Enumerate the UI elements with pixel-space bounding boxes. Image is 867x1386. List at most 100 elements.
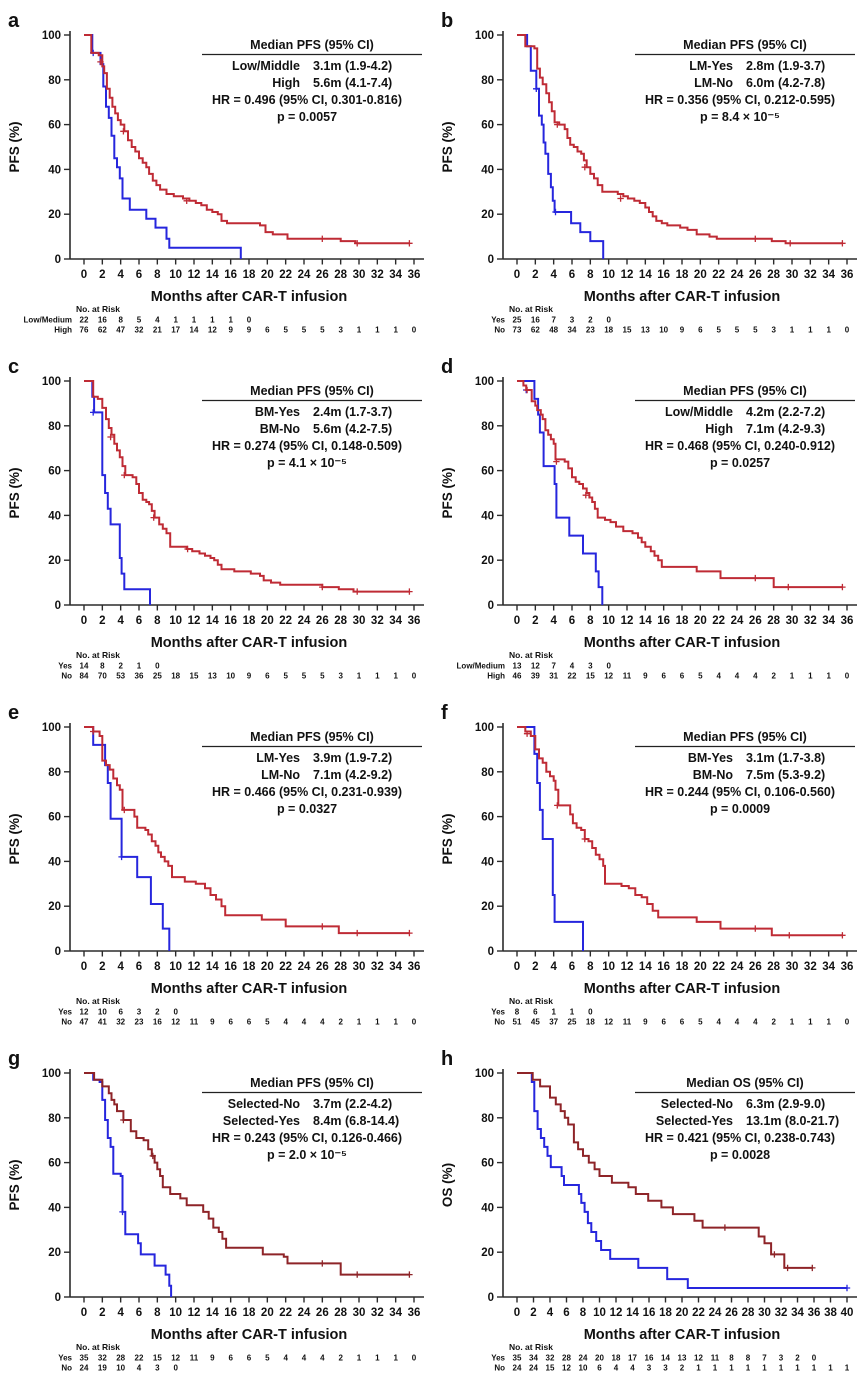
p-value-text: p = 0.0057 — [277, 110, 337, 124]
censor-mark — [90, 409, 97, 416]
x-axis-title: Months after CAR-T infusion — [584, 981, 781, 997]
x-tick-label: 20 — [261, 961, 274, 973]
risk-count: 8 — [746, 1354, 751, 1363]
risk-count: 23 — [135, 1018, 144, 1027]
x-tick-label: 16 — [224, 1307, 237, 1319]
censor-mark — [406, 588, 413, 595]
km-curve-lm-yes — [84, 726, 171, 951]
x-tick-label: 28 — [767, 615, 780, 627]
p-value-text: p = 0.0028 — [710, 1148, 770, 1162]
x-tick-label: 0 — [81, 961, 87, 973]
risk-count: 0 — [845, 1018, 850, 1027]
x-tick-label: 6 — [136, 615, 142, 627]
x-tick-label: 20 — [261, 269, 274, 281]
x-tick-label: 12 — [188, 615, 201, 627]
y-tick-label: 0 — [55, 600, 61, 612]
risk-row-label: No — [494, 1364, 505, 1373]
x-tick-label: 22 — [712, 961, 725, 973]
legend-group-name: LM-No — [261, 768, 300, 782]
panel-letter: f — [441, 702, 448, 724]
x-tick-label: 4 — [550, 269, 557, 281]
y-tick-label: 20 — [481, 555, 494, 567]
censor-mark — [90, 728, 97, 735]
x-tick-label: 16 — [224, 961, 237, 973]
censor-mark — [149, 1152, 156, 1160]
y-tick-label: 100 — [475, 376, 494, 388]
risk-count: 11 — [190, 1354, 199, 1363]
risk-count: 2 — [771, 672, 776, 681]
censor-mark — [809, 1264, 816, 1272]
x-tick-label: 12 — [621, 961, 634, 973]
risk-count: 1 — [795, 1364, 800, 1373]
x-tick-label: 30 — [353, 615, 366, 627]
legend-group-name: LM-No — [694, 76, 733, 90]
y-tick-label: 20 — [481, 1247, 494, 1259]
x-tick-label: 22 — [712, 269, 725, 281]
x-tick-label: 2 — [99, 1307, 105, 1319]
risk-count: 16 — [645, 1354, 654, 1363]
km-curve-high — [84, 34, 410, 245]
risk-count: 1 — [357, 1018, 362, 1027]
risk-count: 1 — [826, 672, 831, 681]
risk-count: 35 — [80, 1354, 89, 1363]
x-tick-label: 20 — [694, 961, 707, 973]
risk-count: 1 — [762, 1364, 767, 1373]
x-tick-label: 12 — [188, 269, 201, 281]
y-tick-label: 0 — [488, 1292, 494, 1304]
risk-count: 10 — [226, 672, 235, 681]
x-tick-label: 32 — [804, 269, 817, 281]
y-tick-label: 40 — [48, 164, 61, 176]
censor-mark — [617, 195, 624, 202]
risk-count: 6 — [661, 1018, 666, 1027]
y-tick-label: 100 — [475, 722, 494, 734]
risk-count: 2 — [155, 1008, 160, 1017]
risk-count: 20 — [595, 1354, 604, 1363]
risk-count: 18 — [604, 326, 613, 335]
risk-count: 12 — [562, 1364, 571, 1373]
risk-count: 12 — [604, 672, 613, 681]
censor-mark — [121, 471, 128, 479]
x-tick-label: 36 — [841, 615, 854, 627]
x-tick-label: 16 — [657, 615, 670, 627]
legend-group-median: 5.6m (4.2-7.5) — [313, 422, 392, 436]
x-tick-label: 10 — [593, 1307, 606, 1319]
risk-count: 15 — [190, 672, 199, 681]
risk-count: 3 — [771, 326, 776, 335]
censor-mark — [581, 164, 588, 171]
risk-count: 4 — [302, 1354, 307, 1363]
x-tick-label: 14 — [206, 1307, 219, 1319]
y-tick-label: 60 — [48, 120, 61, 132]
risk-count: 9 — [228, 326, 233, 335]
y-tick-label: 60 — [481, 812, 494, 824]
risk-row-label: No — [61, 672, 72, 681]
y-tick-label: 0 — [488, 600, 494, 612]
x-tick-label: 0 — [514, 615, 520, 627]
risk-count: 1 — [375, 1354, 380, 1363]
y-tick-label: 0 — [488, 946, 494, 958]
x-tick-label: 30 — [786, 961, 799, 973]
risk-count: 37 — [549, 1018, 558, 1027]
risk-row-label: Yes — [58, 1008, 72, 1017]
risk-count: 3 — [570, 316, 575, 325]
risk-count: 5 — [753, 326, 758, 335]
km-curve-high — [517, 380, 843, 589]
legend-group-name: Low/Middle — [232, 59, 300, 73]
censor-mark — [752, 925, 759, 932]
x-tick-label: 34 — [389, 1307, 402, 1319]
y-tick-label: 20 — [481, 209, 494, 221]
x-tick-label: 6 — [569, 615, 575, 627]
legend-title: Median PFS (95% CI) — [683, 384, 807, 398]
x-tick-label: 2 — [532, 615, 538, 627]
risk-row-label: No — [61, 1018, 72, 1027]
risk-count: 1 — [375, 1018, 380, 1027]
risk-count: 1 — [357, 1354, 362, 1363]
x-tick-label: 4 — [117, 1307, 124, 1319]
legend-title: Median PFS (95% CI) — [250, 730, 374, 744]
censor-mark — [97, 58, 104, 66]
risk-count: 11 — [711, 1354, 720, 1363]
x-tick-label: 24 — [298, 615, 311, 627]
legend-group-name: Selected-No — [228, 1097, 301, 1111]
x-tick-label: 12 — [188, 961, 201, 973]
